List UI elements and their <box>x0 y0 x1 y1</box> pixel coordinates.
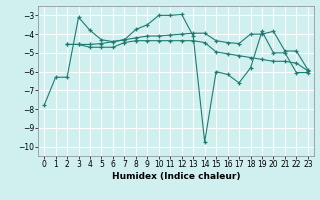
X-axis label: Humidex (Indice chaleur): Humidex (Indice chaleur) <box>112 172 240 181</box>
